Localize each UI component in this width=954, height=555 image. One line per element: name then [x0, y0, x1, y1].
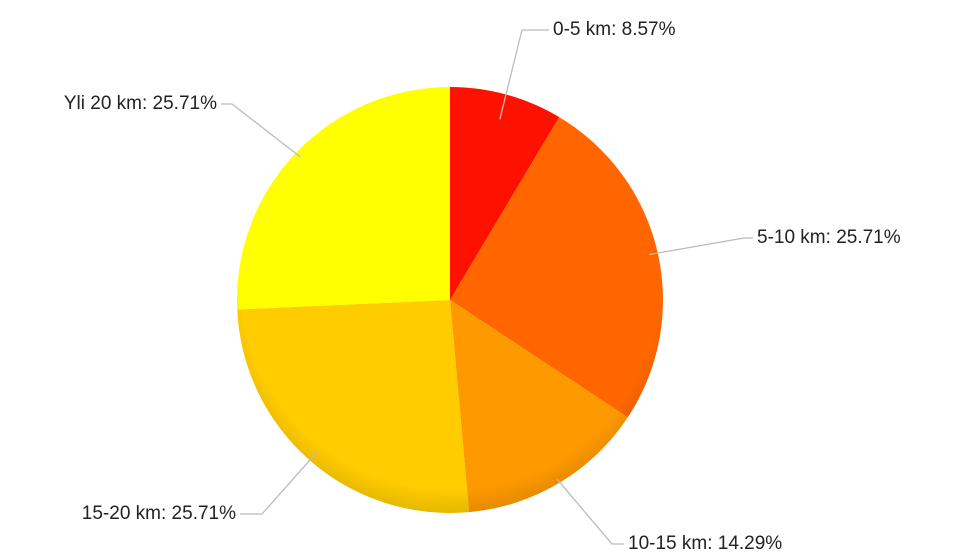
leader-lines: [221, 29, 753, 545]
slice-label: Yli 20 km: 25.71%: [64, 93, 217, 114]
slice-label: 0-5 km: 8.57%: [553, 19, 676, 40]
pie-slice-15-20-km: [237, 300, 470, 513]
slice-label: 10-15 km: 14.29%: [628, 533, 782, 554]
leader-line: [649, 237, 753, 256]
slice-label: 5-10 km: 25.71%: [757, 227, 901, 248]
pie-slices: [237, 87, 663, 513]
leader-line: [221, 103, 302, 158]
slice-label: 15-20 km: 25.71%: [82, 503, 236, 524]
leader-line: [499, 29, 549, 120]
leader-line: [240, 451, 318, 515]
slice-labels: 0-5 km: 8.57% 5-10 km: 25.71% 10-15 km: 14…: [64, 19, 901, 554]
leader-line: [556, 478, 624, 545]
pie-slice-yli-20-km: [237, 87, 450, 310]
